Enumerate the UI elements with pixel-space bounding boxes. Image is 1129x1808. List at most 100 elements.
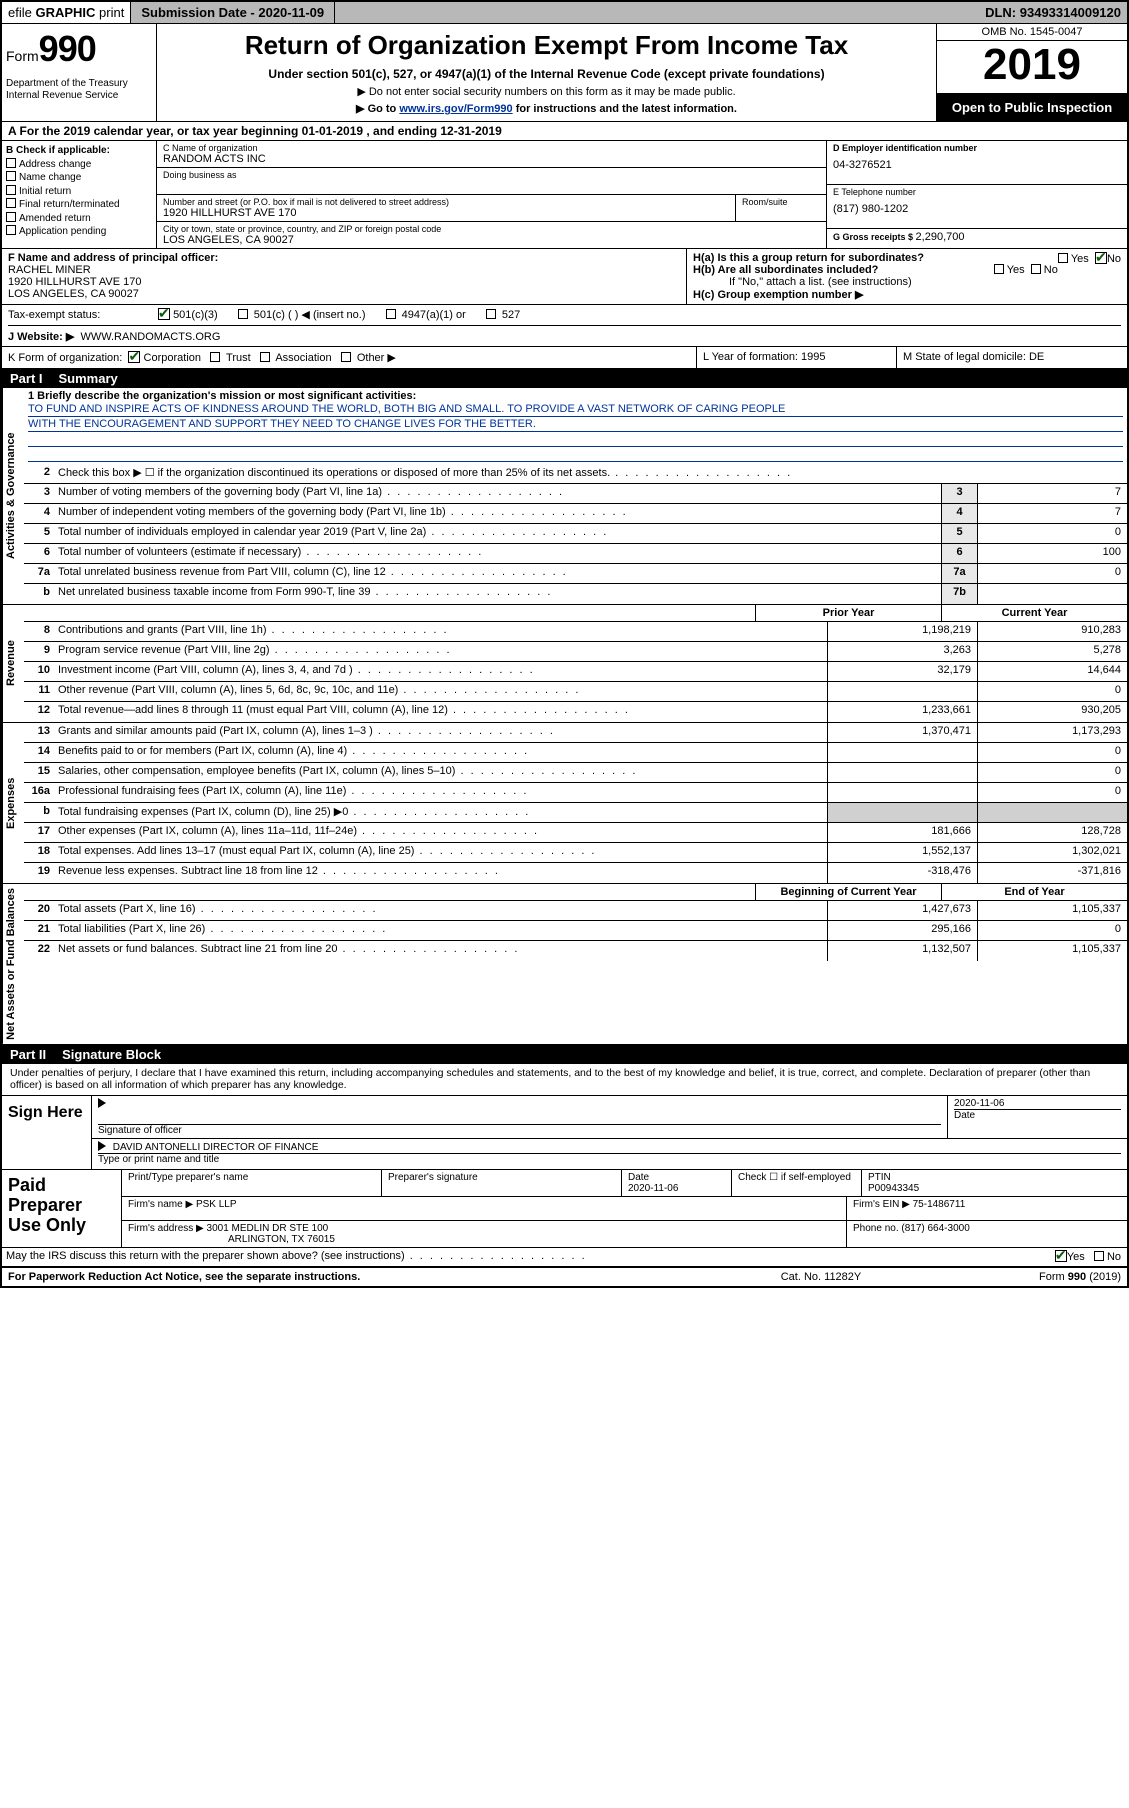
box-k: K Form of organization: Corporation Trus… (2, 347, 697, 368)
form-title: Return of Organization Exempt From Incom… (163, 30, 930, 61)
header-row: Form990 Department of the Treasury Inter… (2, 24, 1127, 122)
paid-left-label: Paid Preparer Use Only (2, 1170, 122, 1247)
cb-527[interactable] (486, 309, 496, 319)
netassets-body: Beginning of Current Year End of Year 20… (24, 884, 1127, 1044)
vtab-rev: Revenue (2, 605, 24, 722)
sig-officer-cell: Signature of officer (92, 1096, 947, 1138)
dept-treasury: Department of the Treasury Internal Reve… (6, 78, 152, 102)
cb-name[interactable]: Name change (6, 171, 152, 185)
cb-corp[interactable] (128, 351, 140, 363)
efile-bold: GRAPHIC (35, 5, 99, 20)
line-13: 13Grants and similar amounts paid (Part … (24, 723, 1127, 743)
cb-assoc[interactable] (260, 352, 270, 362)
cb-501c[interactable] (238, 309, 248, 319)
cb-pending[interactable]: Application pending (6, 225, 152, 239)
cb-other[interactable] (341, 352, 351, 362)
sign-body: Signature of officer 2020-11-06 Date DAV… (92, 1096, 1127, 1169)
phone: (817) 980-1202 (833, 203, 1121, 215)
org-name: RANDOM ACTS INC (163, 153, 820, 165)
efile-label: efile GRAPHIC print (2, 2, 131, 23)
box-c: C Name of organization RANDOM ACTS INC D… (157, 141, 827, 248)
cb-amended[interactable]: Amended return (6, 212, 152, 226)
hb-note: If "No," attach a list. (see instruction… (693, 276, 1121, 288)
hb-yes[interactable] (994, 264, 1004, 274)
footer-row: For Paperwork Reduction Act Notice, see … (2, 1268, 1127, 1286)
topbar: efile GRAPHIC print Submission Date - 20… (2, 2, 1127, 24)
discuss-yes[interactable] (1055, 1250, 1067, 1262)
gov-line-5: 5Total number of individuals employed in… (24, 524, 1127, 544)
sig-date: 2020-11-06 (954, 1098, 1121, 1109)
cb-501c3[interactable] (158, 308, 170, 320)
officer-addr2: LOS ANGELES, CA 90027 (8, 288, 680, 300)
discuss-no[interactable] (1094, 1251, 1104, 1261)
prep-sig-head: Preparer's signature (382, 1170, 622, 1196)
cb-trust[interactable] (210, 352, 220, 362)
gov-line-7a: 7aTotal unrelated business revenue from … (24, 564, 1127, 584)
officer-name-title: DAVID ANTONELLI DIRECTOR OF FINANCE (113, 1142, 319, 1153)
prep-name-head: Print/Type preparer's name (122, 1170, 382, 1196)
row-fh: F Name and address of principal officer:… (2, 249, 1127, 305)
website-label: J Website: ▶ (8, 331, 74, 343)
vtab-gov: Activities & Governance (2, 388, 24, 604)
year-box: OMB No. 1545-0047 2019 Open to Public In… (937, 24, 1127, 121)
line-20: 20Total assets (Part X, line 16)1,427,67… (24, 901, 1127, 921)
netassets-head: Beginning of Current Year End of Year (24, 884, 1127, 901)
ptin: P00943345 (868, 1183, 919, 1194)
title-box: Return of Organization Exempt From Incom… (157, 24, 937, 121)
ein: 04-3276521 (833, 159, 1121, 171)
box-deg: D Employer identification number 04-3276… (827, 141, 1127, 248)
vtab-exp: Expenses (2, 723, 24, 883)
open-to-public: Open to Public Inspection (937, 94, 1127, 121)
mission-line1: TO FUND AND INSPIRE ACTS OF KINDNESS ARO… (28, 402, 1123, 417)
firm-name: PSK LLP (196, 1199, 237, 1210)
revenue-head: Prior Year Current Year (24, 605, 1127, 622)
efile-print[interactable]: print (99, 5, 124, 20)
gov-line-b: bNet unrelated business taxable income f… (24, 584, 1127, 604)
cb-4947[interactable] (386, 309, 396, 319)
gov-line-3: 3Number of voting members of the governi… (24, 484, 1127, 504)
cb-address[interactable]: Address change (6, 158, 152, 172)
cb-final[interactable]: Final return/terminated (6, 198, 152, 212)
ha-yes[interactable] (1058, 253, 1068, 263)
mission-line2: WITH THE ENCOURAGEMENT AND SUPPORT THEY … (28, 417, 1123, 432)
box-b: B Check if applicable: Address change Na… (2, 141, 157, 248)
room-suite-label: Room/suite (736, 195, 826, 221)
topbar-spacer (335, 2, 979, 23)
line-21: 21Total liabilities (Part X, line 26)295… (24, 921, 1127, 941)
firm-addr-cell: Firm's address ▶ 3001 MEDLIN DR STE 100A… (122, 1221, 847, 1247)
hc-label: H(c) Group exemption number ▶ (693, 289, 863, 301)
cb-initial[interactable]: Initial return (6, 185, 152, 199)
part2-title: Signature Block (62, 1047, 161, 1062)
prep-self-head: Check ☐ if self-employed (732, 1170, 862, 1196)
firm-addr-row: Firm's address ▶ 3001 MEDLIN DR STE 100A… (122, 1221, 1127, 1247)
website-value: WWW.RANDOMACTS.ORG (80, 331, 220, 343)
part2-bar: Part II Signature Block (2, 1045, 1127, 1064)
arrow-icon (98, 1098, 106, 1108)
mission-line3 (28, 432, 1123, 447)
line-15: 15Salaries, other compensation, employee… (24, 763, 1127, 783)
officer-name: RACHEL MINER (8, 264, 680, 276)
expenses-body: 13Grants and similar amounts paid (Part … (24, 723, 1127, 883)
firm-ein: 75-1486711 (913, 1199, 966, 1210)
box-m: M State of legal domicile: DE (897, 347, 1127, 368)
line-17: 17Other expenses (Part IX, column (A), l… (24, 823, 1127, 843)
prep-head-row: Print/Type preparer's name Preparer's si… (122, 1170, 1127, 1197)
gross-receipts: 2,290,700 (916, 231, 965, 243)
ha-no[interactable] (1095, 252, 1107, 264)
city-cell: City or town, state or province, country… (157, 222, 826, 248)
footer-left: For Paperwork Reduction Act Notice, see … (8, 1271, 721, 1283)
begin-year-head: Beginning of Current Year (755, 884, 941, 900)
revenue-body: Prior Year Current Year 8Contributions a… (24, 605, 1127, 722)
form-box: Form990 Department of the Treasury Inter… (2, 24, 157, 121)
note-goto: ▶ Go to www.irs.gov/Form990 for instruct… (163, 102, 930, 115)
sig-name-cell: DAVID ANTONELLI DIRECTOR OF FINANCE Type… (92, 1139, 1127, 1169)
line-12: 12Total revenue—add lines 8 through 11 (… (24, 702, 1127, 722)
irs-link[interactable]: www.irs.gov/Form990 (399, 103, 512, 115)
hb-no[interactable] (1031, 264, 1041, 274)
block-b-row: B Check if applicable: Address change Na… (2, 141, 1127, 249)
form-number: Form990 (6, 28, 152, 70)
form-subtitle: Under section 501(c), 527, or 4947(a)(1)… (163, 67, 930, 81)
line-11: 11Other revenue (Part VIII, column (A), … (24, 682, 1127, 702)
gov-section: Activities & Governance 1 Briefly descri… (2, 388, 1127, 605)
line-b: bTotal fundraising expenses (Part IX, co… (24, 803, 1127, 823)
